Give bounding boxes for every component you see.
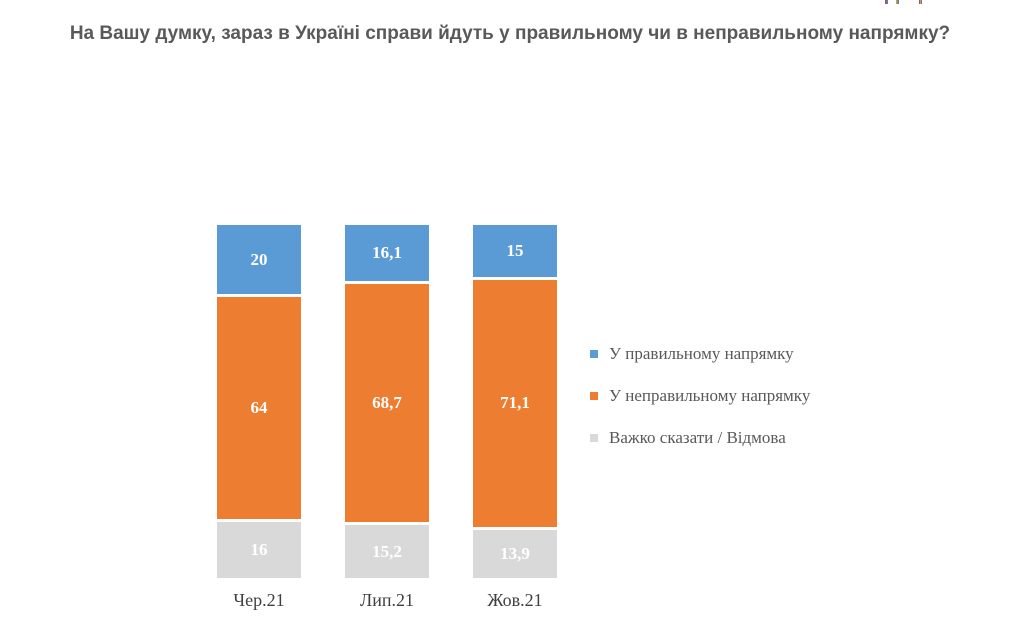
bar-value-label: 20 [250,249,268,269]
bars-area: 20 64 16 16,1 68,7 15,2 15 71,1 13,9 [0,225,1020,578]
legend-item-hard-to-say: Важко сказати / Відмова [590,428,810,448]
crop-fragment-icon [885,0,888,4]
bar-segment: 71,1 [473,277,557,527]
x-axis-label: Жов.21 [487,590,543,610]
bar-segment: 68,7 [345,280,429,523]
chart-title: На Вашу думку, зараз в Україні справи йд… [69,23,951,44]
bar-value-label: 15 [506,241,524,261]
bar-segment: 15 [473,225,557,278]
x-axis-label: Лип.21 [360,590,414,610]
bar-value-label: 16 [250,540,268,560]
bar-segment: 64 [217,294,301,520]
x-axis-label: Чер.21 [233,590,285,610]
bar-value-label: 16,1 [372,242,402,262]
bar-value-label: 71,1 [500,393,530,413]
legend-marker-blue-icon [590,350,598,358]
bar-Жов.21: 15 71,1 13,9 [473,225,557,578]
bar-segment: 16 [217,519,301,578]
legend-label: Важко сказати / Відмова [609,428,786,447]
legend-marker-orange-icon [590,392,598,400]
legend-label: У неправильному напрямку [609,386,811,405]
bar-segment: 15,2 [345,522,429,578]
legend-label: У правильному напрямку [609,344,794,363]
bar-value-label: 64 [250,398,268,418]
bar-Чер.21: 20 64 16 [217,225,301,578]
legend: У правильному напрямку У неправильному н… [590,344,810,470]
bar-segment: 13,9 [473,526,557,578]
crop-fragment-icon [919,0,922,4]
crop-fragment-icon [896,0,899,4]
bar-segment: 20 [217,225,301,295]
bar-Лип.21: 16,1 68,7 15,2 [345,225,429,578]
stacked-bar-chart: 20 64 16 16,1 68,7 15,2 15 71,1 13,9 Чер.21 Лип.2… [0,225,1020,625]
legend-item-right-direction: У правильному напрямку [590,344,810,364]
bar-value-label: 13,9 [500,543,530,563]
legend-marker-gray-icon [590,434,598,442]
legend-item-wrong-direction: У неправильному напрямку [590,386,810,406]
bar-value-label: 68,7 [372,393,402,413]
x-axis-labels: Чер.21 Лип.21 Жов.21 [0,225,1020,625]
bar-value-label: 15,2 [372,541,402,561]
bar-segment: 16,1 [345,225,429,281]
